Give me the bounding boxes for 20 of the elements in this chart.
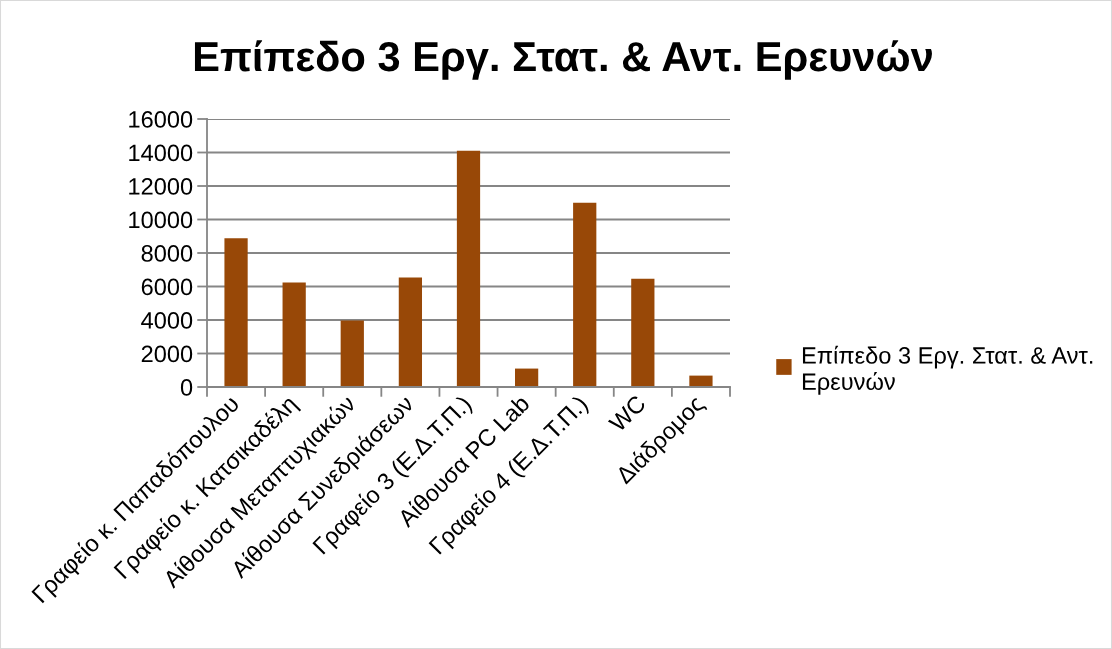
y-tick-label: 10000 [129,211,193,229]
bar [340,320,364,387]
y-tick-label: 2000 [141,345,193,363]
bar [631,278,655,387]
y-tick-label: 12000 [129,178,193,195]
y-tick-label: 8000 [141,245,193,262]
chart-title: Επίπεδο 3 Εργ. Στατ. & Αντ. Ερευνών [194,40,932,80]
y-tick-label: 4000 [141,312,193,329]
y-tick-label: 14000 [129,144,193,162]
y-tick-label: 0 [180,379,193,396]
y-tick-label: 16000 [129,111,193,128]
y-tick-label: 6000 [141,278,193,296]
bar [398,277,423,387]
bar [514,368,539,387]
bar [282,282,306,387]
legend-label: Επίπεδο 3 Εργ. Στατ. & Αντ. Ερευνών [802,345,1093,395]
bar [573,202,597,387]
bar [456,150,481,387]
bar [224,238,248,387]
bar [689,375,713,387]
